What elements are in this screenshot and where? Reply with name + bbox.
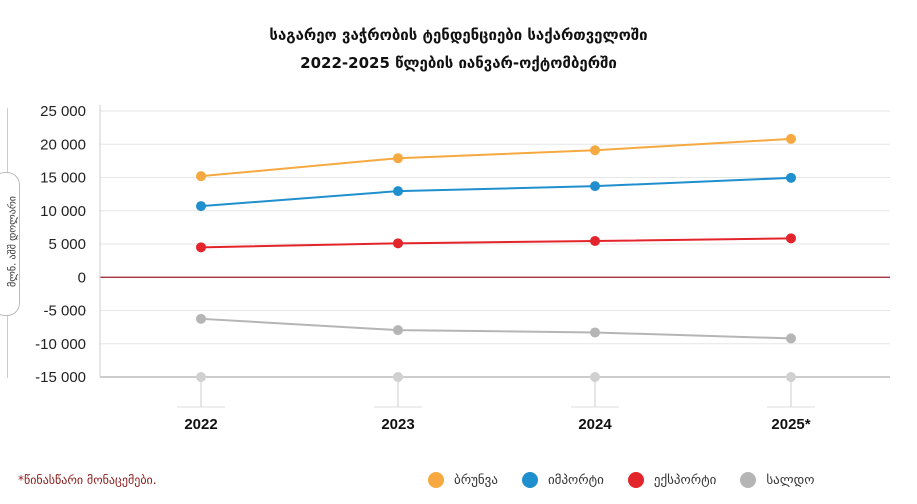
chart-title: საგარეო ვაჭრობის ტენდენციები საქართველოშ… bbox=[269, 26, 648, 44]
legend-item: ბრუნვა bbox=[428, 472, 498, 488]
data-point bbox=[196, 201, 206, 212]
legend-item: ექსპორტი bbox=[627, 472, 717, 488]
data-point bbox=[393, 325, 403, 336]
y-tick-label: 5 000 bbox=[48, 236, 86, 253]
y-tick-label: 0 bbox=[78, 269, 86, 286]
data-point bbox=[786, 133, 796, 144]
data-point bbox=[590, 236, 600, 247]
y-tick-label: 15 000 bbox=[40, 170, 86, 187]
data-point bbox=[590, 327, 600, 338]
data-point bbox=[393, 238, 403, 249]
data-point bbox=[196, 313, 206, 324]
legend-marker-icon bbox=[740, 472, 757, 488]
series-line-2 bbox=[200, 237, 792, 249]
y-tick-label: 20 000 bbox=[40, 136, 86, 153]
data-point bbox=[786, 233, 796, 244]
x-tick-label: 2022 bbox=[184, 416, 217, 433]
series-line-1 bbox=[200, 176, 792, 208]
y-tick-label: -15 000 bbox=[35, 369, 86, 386]
y-tick-label: -10 000 bbox=[35, 336, 86, 353]
legend-marker-icon bbox=[521, 472, 538, 488]
legend-item: იმპორტი bbox=[521, 472, 604, 488]
legend-label: ბრუნვა bbox=[454, 472, 498, 488]
legend-marker-icon bbox=[428, 472, 444, 488]
y-tick-label: -5 000 bbox=[43, 303, 86, 320]
legend-item: სალდო bbox=[740, 472, 814, 488]
legend-marker-icon bbox=[627, 472, 644, 488]
data-point bbox=[786, 172, 796, 183]
data-point bbox=[590, 145, 600, 156]
chart-subtitle: 2022-2025 წლების იანვარ-ოქტომბერში bbox=[300, 54, 617, 72]
y-axis-label-box bbox=[0, 172, 20, 316]
x-tick-label: 2024 bbox=[578, 416, 612, 433]
x-axis-marker bbox=[590, 372, 600, 382]
data-point bbox=[590, 181, 600, 192]
x-axis-marker bbox=[393, 372, 403, 382]
y-tick-label: 10 000 bbox=[40, 203, 86, 220]
legend-label: ექსპორტი bbox=[653, 472, 717, 488]
series-line-0 bbox=[200, 137, 792, 178]
data-point bbox=[196, 242, 206, 253]
legend-label: სალდო bbox=[766, 472, 815, 488]
data-point bbox=[196, 171, 206, 182]
x-tick-label: 2025* bbox=[771, 416, 810, 433]
series-line-3 bbox=[200, 317, 792, 340]
x-axis-marker bbox=[196, 372, 206, 382]
y-tick-label: 25 000 bbox=[40, 103, 86, 120]
legend-label: იმპორტი bbox=[547, 472, 604, 488]
x-tick-label: 2023 bbox=[381, 416, 414, 433]
x-axis-marker bbox=[786, 372, 796, 382]
data-point bbox=[393, 186, 403, 197]
data-point bbox=[786, 333, 796, 344]
legend: ბრუნვა იმპორტი ექსპორტი სალდო bbox=[428, 472, 814, 488]
data-point bbox=[393, 153, 403, 164]
footnote: *წინასწარი მონაცემები. bbox=[18, 473, 157, 487]
